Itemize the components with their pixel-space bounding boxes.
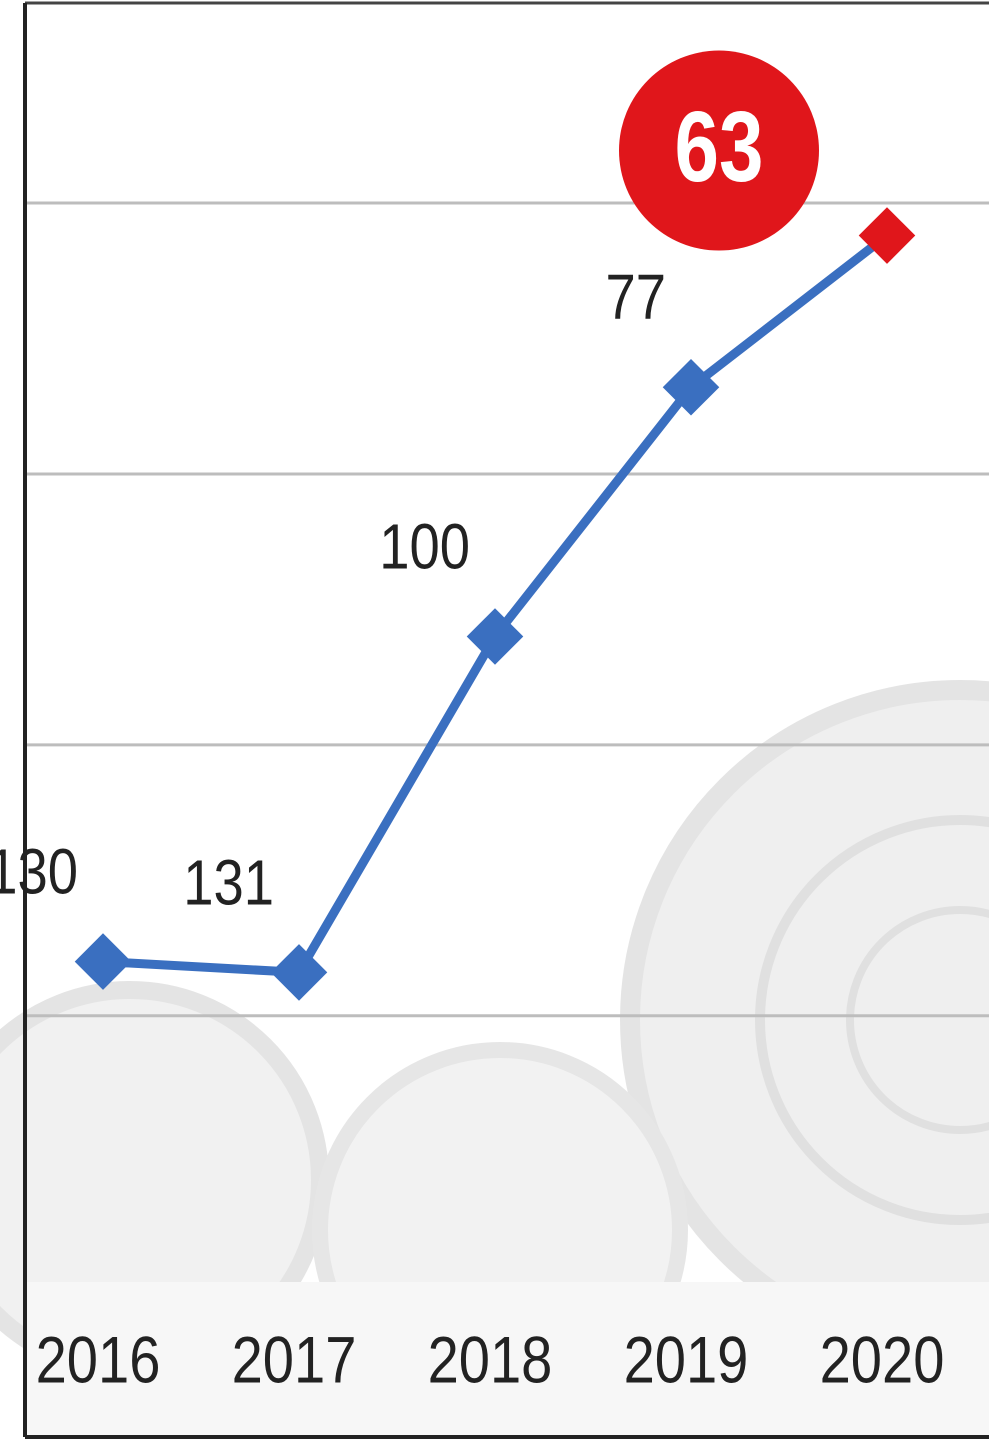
x-tick-label: 2016 <box>36 1323 161 1396</box>
value-label: 77 <box>606 261 666 333</box>
value-label: 130 <box>0 835 78 907</box>
page: 201620172018201920201301311007763 (() =>… <box>0 0 989 1440</box>
value-label: 100 <box>379 510 470 582</box>
value-label: 131 <box>183 846 274 918</box>
x-tick-label: 2019 <box>624 1323 749 1396</box>
value-label: 63 <box>675 92 764 204</box>
chart: 2016 2017 2018 2019 2020 130 131 100 7763 <box>0 0 989 1440</box>
x-tick-label: 2018 <box>428 1323 553 1396</box>
x-tick-label: 2020 <box>820 1323 945 1396</box>
x-tick-label: 2017 <box>232 1323 357 1396</box>
